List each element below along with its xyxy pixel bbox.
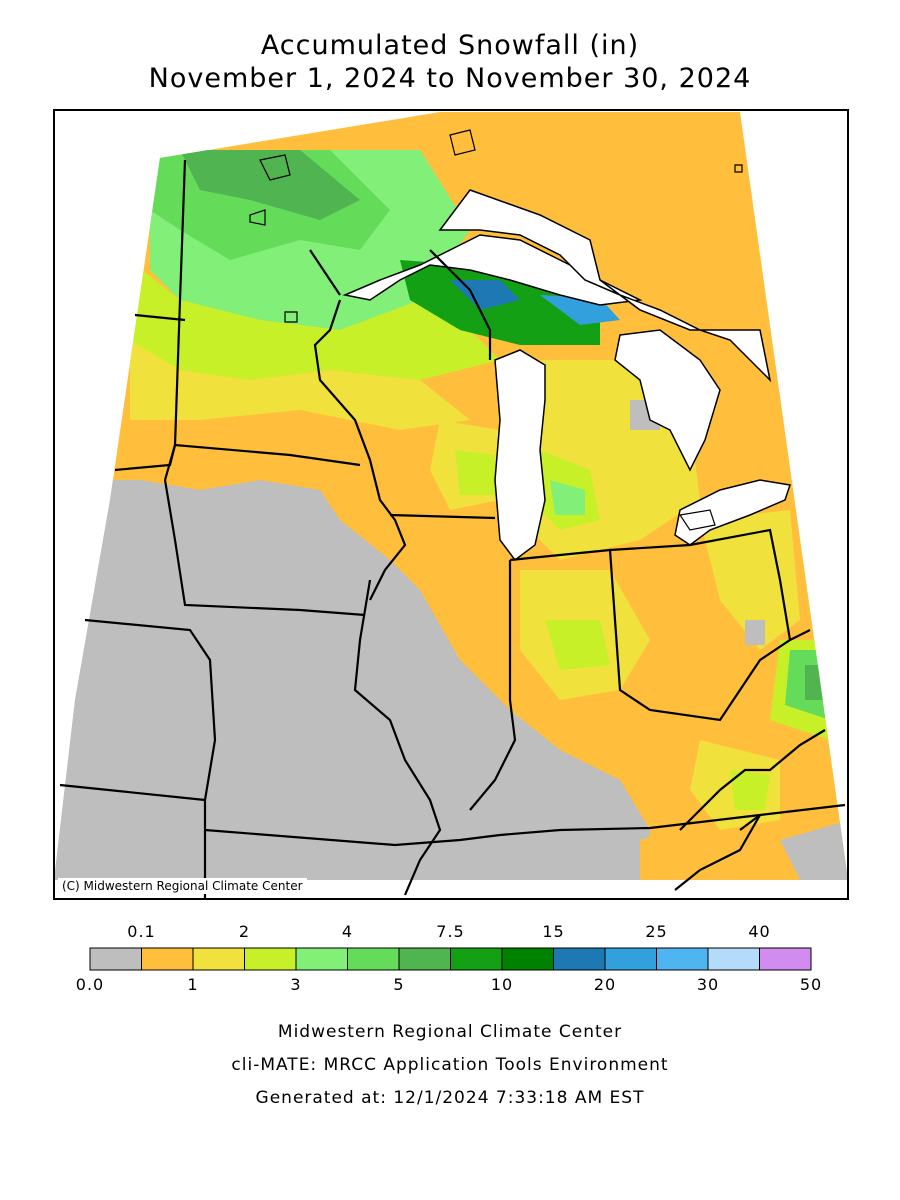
border-mn-wi-north bbox=[309, 249, 341, 296]
lake-superior bbox=[342, 234, 643, 306]
legend-swatch bbox=[192, 947, 245, 971]
legend-swatch bbox=[89, 947, 142, 971]
lake-island-mn bbox=[249, 209, 266, 226]
legend-lower-label: 20 bbox=[593, 975, 617, 994]
border-mn-wi-mississippi bbox=[313, 299, 407, 601]
legend-swatch bbox=[141, 947, 194, 971]
border-in-oh-ohio-river bbox=[509, 548, 811, 722]
border-sd-mn-ia bbox=[114, 443, 361, 472]
legend-swatch bbox=[759, 947, 812, 971]
copyright-notice: (C) Midwestern Regional Climate Center bbox=[58, 878, 307, 894]
border-ks-ok bbox=[59, 783, 206, 802]
legend-swatch bbox=[553, 947, 606, 971]
map-date-range: November 1, 2024 to November 30, 2024 bbox=[148, 63, 752, 94]
lake-huron bbox=[614, 329, 721, 472]
border-nd-sd bbox=[134, 313, 186, 322]
state-boundaries bbox=[59, 159, 846, 900]
legend-upper-label: 7.5 bbox=[436, 922, 465, 941]
legend-colorbar bbox=[89, 947, 812, 971]
footer-app: cli-MATE: MRCC Application Tools Environ… bbox=[231, 1055, 669, 1075]
border-mi-oh-pa bbox=[609, 528, 792, 641]
band-5-7in-north bbox=[180, 150, 360, 220]
legend-lower-label: 50 bbox=[799, 975, 823, 994]
band-1.5-2in-belt bbox=[130, 340, 470, 430]
legend-lower-label: 1 bbox=[187, 975, 199, 994]
band-mi-green-2 bbox=[550, 480, 585, 515]
legend-lower-label: 5 bbox=[393, 975, 405, 994]
legend-swatch bbox=[604, 947, 657, 971]
band-wv-darkgreen bbox=[805, 665, 830, 700]
band-ky-green bbox=[730, 770, 770, 810]
small-lake-ontario bbox=[734, 164, 743, 173]
footer-org: Midwestern Regional Climate Center bbox=[277, 1022, 623, 1042]
border-ne-ks-mo bbox=[84, 618, 217, 900]
legend-swatch bbox=[398, 947, 451, 971]
border-il-mo-mississippi bbox=[353, 579, 442, 896]
lake-erie bbox=[674, 479, 791, 546]
border-wi-il bbox=[389, 513, 496, 520]
band-2-3in-belt bbox=[130, 260, 500, 400]
map-title: Accumulated Snowfall (in) bbox=[260, 30, 640, 61]
border-mo-ar-tn bbox=[204, 828, 501, 847]
legend-swatch bbox=[707, 947, 760, 971]
legend-swatch bbox=[450, 947, 503, 971]
border-ky-wv bbox=[679, 729, 826, 831]
border-wi-mi-up bbox=[429, 249, 492, 360]
band-oh-yellow bbox=[700, 510, 800, 650]
border-ky-tn-va bbox=[499, 803, 846, 837]
lake-of-the-woods bbox=[259, 154, 291, 181]
legend-swatch bbox=[656, 947, 709, 971]
area-no-snow-se bbox=[780, 820, 848, 880]
legend-upper-label: 15 bbox=[542, 922, 565, 941]
lake-michigan bbox=[494, 349, 546, 562]
legend-swatch bbox=[295, 947, 348, 971]
legend-upper-label: 2 bbox=[238, 922, 251, 941]
ontario-land bbox=[438, 189, 772, 383]
lake-nipigon bbox=[449, 129, 476, 156]
great-lakes bbox=[342, 189, 791, 562]
footer-generated: Generated at: 12/1/2024 7:33:18 AM EST bbox=[255, 1088, 645, 1108]
band-wi-green bbox=[455, 450, 495, 495]
lake-island-mn-2 bbox=[284, 311, 298, 323]
legend-upper-label: 40 bbox=[748, 922, 771, 941]
lake-st-clair bbox=[678, 509, 716, 531]
border-ia-mo bbox=[163, 479, 366, 617]
border-il-in bbox=[469, 560, 517, 811]
legend-lower-label: 3 bbox=[290, 975, 302, 994]
border-va-tn bbox=[674, 814, 761, 891]
legend-lower-label: 0.0 bbox=[75, 975, 105, 994]
legend-lower-label: 30 bbox=[696, 975, 720, 994]
area-oh-grey bbox=[745, 620, 765, 645]
area-no-snow-sw bbox=[54, 480, 650, 880]
map-frame bbox=[53, 109, 849, 900]
band-in-green bbox=[545, 620, 610, 670]
islands bbox=[249, 129, 743, 531]
legend-swatch bbox=[244, 947, 297, 971]
legend-swatch bbox=[501, 947, 554, 971]
legend-upper-label: 0.1 bbox=[127, 922, 156, 941]
legend-upper-label: 4 bbox=[341, 922, 354, 941]
legend-swatch bbox=[347, 947, 400, 971]
legend-lower-label: 10 bbox=[490, 975, 514, 994]
legend-upper-label: 25 bbox=[645, 922, 668, 941]
